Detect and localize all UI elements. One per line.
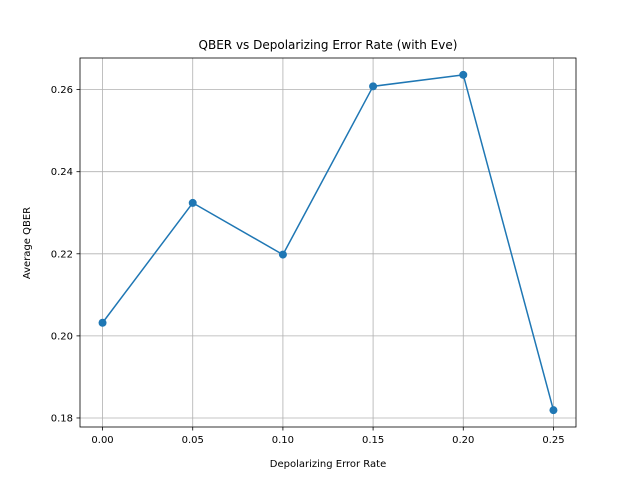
y-tick-label: 0.22 [51,249,73,260]
x-tick-label: 0.25 [542,435,564,446]
chart-title: QBER vs Depolarizing Error Rate (with Ev… [199,38,458,52]
y-axis-label: Average QBER [22,207,33,279]
axes: 0.00 0.05 0.10 0.15 0.20 0.25 0.18 0.20 0.22 0.24… [51,57,577,446]
data-point [459,70,468,79]
x-tick-label: 0.05 [182,435,204,446]
x-tick-label: 0.10 [272,435,294,446]
series-layer [98,70,558,415]
x-tick-label: 0.00 [91,435,113,446]
y-tick-label: 0.18 [51,413,73,424]
data-point [369,82,378,91]
data-point [278,250,287,259]
data-point [98,318,107,327]
grid [80,58,576,427]
x-axis-label: Depolarizing Error Rate [270,459,387,470]
data-point [188,198,197,207]
x-tick-label: 0.15 [362,435,384,446]
y-tick-label: 0.26 [51,85,73,96]
plot-frame [79,57,577,428]
y-tick-label: 0.24 [51,167,73,178]
y-tick-label: 0.20 [51,331,73,342]
series-line [101,74,555,411]
data-point [549,406,558,415]
x-tick-label: 0.20 [452,435,474,446]
